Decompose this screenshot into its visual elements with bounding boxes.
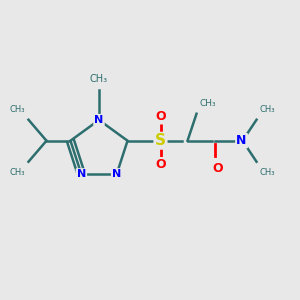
Text: N: N: [94, 115, 103, 125]
Text: O: O: [155, 110, 166, 123]
Text: CH₃: CH₃: [260, 168, 275, 177]
Text: O: O: [155, 158, 166, 171]
Text: CH₃: CH₃: [260, 105, 275, 114]
Text: CH₃: CH₃: [10, 168, 26, 177]
Text: N: N: [77, 169, 86, 179]
Text: N: N: [236, 134, 247, 147]
Text: N: N: [112, 169, 121, 179]
Text: CH₃: CH₃: [90, 74, 108, 84]
Text: CH₃: CH₃: [10, 105, 26, 114]
Text: O: O: [212, 162, 223, 175]
Text: CH₃: CH₃: [200, 99, 216, 108]
Text: S: S: [155, 133, 166, 148]
